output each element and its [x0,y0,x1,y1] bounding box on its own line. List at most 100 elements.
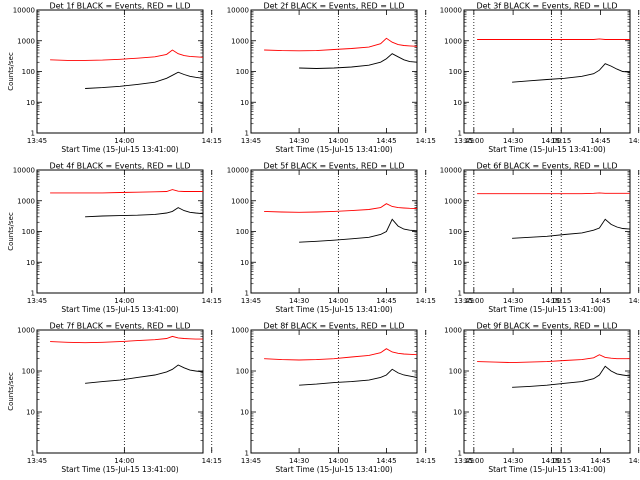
chart-title: Det 3f BLACK = Events, RED = LLD [476,2,617,11]
x-tick-label: 14:45 [590,457,610,465]
x-tick-label: 13:45 [454,457,474,465]
y-tick-label: 1000 [444,37,462,45]
y-tick-label: 10000 [440,167,462,175]
x-tick-label: 14:30 [503,137,523,145]
chart-title: Det 4f BLACK = Events, RED = LLD [49,162,190,171]
y-tick-label: 100 [22,368,35,376]
chart-panel-1: Det 1f BLACK = Events, RED = LLD 1 10 100 10… [7,2,571,155]
x-axis-label: Start Time (15-Jul-15 13:41:00) [488,145,605,154]
x-tick-label: 15:15 [551,297,571,305]
y-tick-label: 1000 [17,327,35,335]
plot-frame [36,329,204,454]
series-lld-line [477,354,630,364]
x-axis-label: Start Time (15-Jul-15 13:41:00) [61,465,178,474]
y-tick-label: 100 [22,228,35,236]
x-tick-label: 13:45 [27,297,47,305]
y-tick-label: 1000 [17,197,35,205]
x-tick-label: 14:00 [541,297,561,305]
x-tick-label: 13:45 [454,137,474,145]
x-tick-label: 15:00 [464,457,484,465]
x-tick-label: 14:15 [202,137,222,145]
y-tick-label: 10 [26,99,35,107]
plot-frame [463,9,631,134]
chart-title: Det 7f BLACK = Events, RED = LLD [49,322,190,331]
x-axis-label: Start Time (15-Jul-15 13:41:00) [275,305,392,314]
x-tick-label: 14:15 [202,297,222,305]
x-tick-label: 14:45 [376,137,396,145]
x-axis-label: Start Time (15-Jul-15 13:41:00) [488,465,605,474]
chart-panel-7: Det 7f BLACK = Events, RED = LLD 1 10 100 10… [7,322,571,475]
y-axis-label: Counts/sec [7,52,15,91]
x-tick-label: 14:45 [376,457,396,465]
y-tick-label: 100 [449,228,462,236]
y-tick-label: 10000 [13,167,35,175]
x-tick-label: 14:00 [328,137,348,145]
chart-title: Det 8f BLACK = Events, RED = LLD [263,322,404,331]
x-tick-label: 15:00 [464,137,484,145]
chart-panel-9: Det 9f BLACK = Events, RED = LLD 1 10 100 10… [444,322,640,475]
series-events-line [85,364,204,384]
y-tick-label: 1 [458,450,462,458]
x-tick-label: 14:15 [416,297,436,305]
x-axis-label: Start Time (15-Jul-15 13:41:00) [275,465,392,474]
x-tick-label: 14:30 [289,457,309,465]
series-lld-line [50,189,203,194]
y-tick-label: 1 [245,130,249,138]
y-tick-label: 10 [240,259,249,267]
x-tick-label: 13:45 [27,137,47,145]
x-tick-label: 13:45 [454,297,474,305]
series-lld-line [50,335,203,344]
x-tick-label: 14:00 [114,297,134,305]
x-axis-label: Start Time (15-Jul-15 13:41:00) [488,305,605,314]
y-tick-label: 100 [449,368,462,376]
plot-frame [250,9,418,134]
series-events-line [512,63,631,83]
chart-title: Det 5f BLACK = Events, RED = LLD [263,162,404,171]
y-tick-label: 10 [240,99,249,107]
y-tick-label: 1 [458,290,462,298]
y-tick-label: 1000 [231,327,249,335]
y-axis-label: Counts/sec [7,212,15,251]
y-tick-label: 100 [236,68,249,76]
series-lld-line [477,192,630,195]
y-tick-label: 100 [236,368,249,376]
y-tick-label: 10000 [227,167,249,175]
x-tick-label: 14:15 [629,297,640,305]
y-tick-label: 1000 [231,197,249,205]
y-tick-label: 100 [22,68,35,76]
plot-frame [463,169,631,294]
y-tick-label: 10 [453,259,462,267]
x-tick-label: 14:15 [202,457,222,465]
series-events-line [85,207,204,218]
series-events-line [512,365,631,388]
y-tick-label: 1000 [444,197,462,205]
chart-panel-2: Det 2f BLACK = Events, RED = LLD 1 10 100 10… [227,2,611,155]
x-tick-label: 13:45 [241,297,261,305]
series-events-line [299,368,418,386]
y-tick-label: 1 [245,450,249,458]
series-events-line [299,53,418,69]
series-lld-line [264,348,418,361]
y-tick-label: 1 [31,130,35,138]
plot-frame [463,329,631,454]
chart-title: Det 9f BLACK = Events, RED = LLD [476,322,617,331]
y-tick-label: 1 [31,290,35,298]
series-events-line [85,71,204,89]
chart-title: Det 6f BLACK = Events, RED = LLD [476,162,617,171]
x-tick-label: 14:15 [629,457,640,465]
x-tick-label: 13:45 [241,457,261,465]
x-axis-label: Start Time (15-Jul-15 13:41:00) [275,145,392,154]
plot-frame [36,9,204,134]
chart-panel-8: Det 8f BLACK = Events, RED = LLD 1 10 100 10… [231,322,610,475]
x-tick-label: 14:30 [289,297,309,305]
x-tick-label: 13:45 [241,137,261,145]
x-tick-label: 15:15 [551,457,571,465]
x-tick-label: 13:45 [27,457,47,465]
y-tick-label: 100 [449,68,462,76]
x-axis-label: Start Time (15-Jul-15 13:41:00) [61,305,178,314]
chart-panel-5: Det 5f BLACK = Events, RED = LLD 1 10 100 10… [227,162,611,315]
plot-frame [250,329,418,454]
plot-frame [36,169,204,294]
y-tick-label: 10 [453,409,462,417]
